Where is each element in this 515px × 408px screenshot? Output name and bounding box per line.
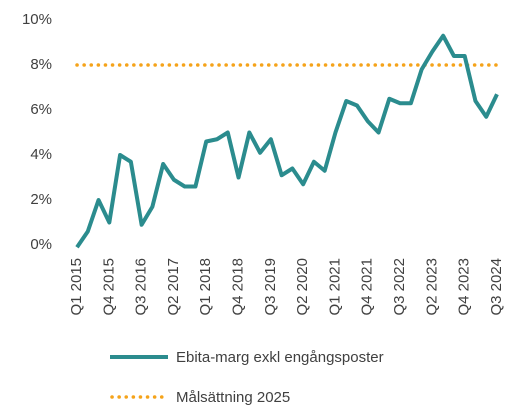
y-tick-label: 6%: [30, 101, 52, 118]
legend-label: Ebita-marg exkl engångsposter: [176, 349, 384, 366]
x-tick-label: Q3 2019: [262, 258, 279, 316]
x-tick-label: Q3 2016: [133, 258, 150, 316]
y-tick-label: 2%: [30, 191, 52, 208]
legend-label: Målsättning 2025: [176, 389, 290, 406]
series-line: [75, 33, 499, 249]
x-tick-label: Q4 2023: [456, 258, 473, 316]
x-tick-label: Q1 2021: [326, 258, 343, 316]
y-tick-label: 4%: [30, 146, 52, 163]
x-tick-label: Q3 2024: [488, 258, 505, 316]
x-tick-label: Q4 2015: [100, 258, 117, 316]
y-tick-label: 0%: [30, 236, 52, 253]
x-tick-label: Q4 2021: [359, 258, 376, 316]
y-tick-label: 8%: [30, 56, 52, 73]
x-tick-label: Q1 2015: [68, 258, 85, 316]
x-tick-label: Q4 2018: [230, 258, 247, 316]
x-tick-label: Q2 2020: [294, 258, 311, 316]
y-tick-label: 10%: [22, 11, 52, 28]
x-tick-label: Q1 2018: [197, 258, 214, 316]
x-tick-label: Q2 2023: [423, 258, 440, 316]
x-tick-label: Q2 2017: [165, 258, 182, 316]
x-tick-label: Q3 2022: [391, 258, 408, 316]
